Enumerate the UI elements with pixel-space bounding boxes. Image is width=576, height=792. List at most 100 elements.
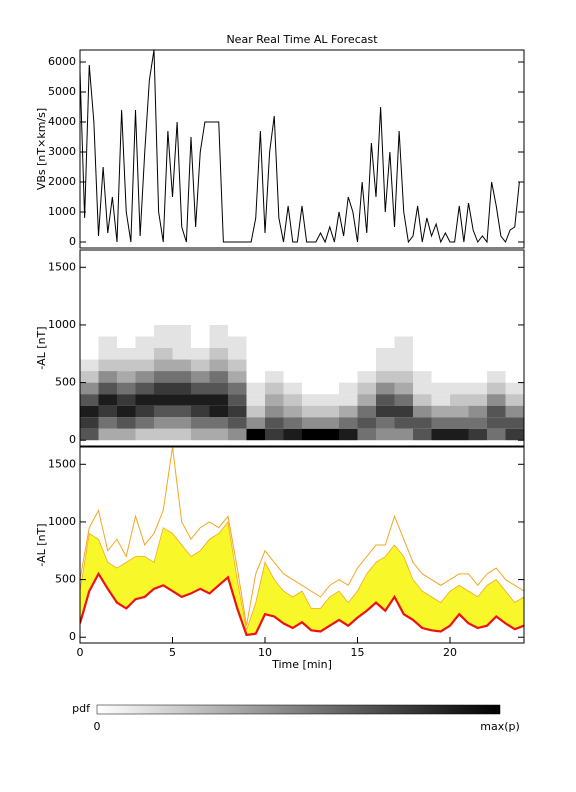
density-cell [191, 417, 210, 429]
density-cell [246, 394, 265, 406]
density-cell [468, 428, 487, 441]
density-cell [135, 301, 154, 314]
density-cell [246, 336, 265, 348]
density-cell [302, 359, 321, 372]
density-cell [505, 301, 524, 314]
density-cell [228, 394, 247, 406]
y-tick-label: 500 [55, 376, 76, 389]
density-cell [413, 359, 432, 372]
density-cell [357, 301, 376, 314]
density-cell [505, 359, 524, 372]
density-cell [376, 405, 395, 418]
density-cell [394, 324, 413, 337]
density-cell [450, 428, 469, 441]
density-cell [191, 405, 210, 418]
density-cell [135, 405, 154, 418]
x-tick-label: 20 [443, 646, 457, 659]
density-cell [135, 348, 154, 360]
y-tick-label: 2000 [48, 175, 76, 188]
density-cell [450, 324, 469, 337]
density-cell [394, 336, 413, 348]
density-cell [487, 405, 506, 418]
density-cell [172, 428, 191, 441]
density-cell [228, 382, 247, 395]
density-cell [228, 313, 247, 325]
density-cell [487, 359, 506, 372]
density-cell [265, 405, 284, 418]
density-cell [431, 405, 450, 418]
density-cell [209, 313, 228, 325]
density-cell [283, 382, 302, 395]
density-cell [246, 348, 265, 360]
density-cell [302, 301, 321, 314]
y-tick-label: 0 [69, 630, 76, 643]
y-tick-label: 6000 [48, 55, 76, 68]
density-cell [98, 359, 117, 372]
y-axis-label: -AL [nT] [35, 326, 48, 369]
density-cell [505, 313, 524, 325]
x-tick-label: 15 [351, 646, 365, 659]
density-cell [450, 371, 469, 383]
density-cell [450, 382, 469, 395]
chart-title: Near Real Time AL Forecast [226, 33, 378, 46]
density-cell [394, 301, 413, 314]
y-axis-label: -AL [nT] [35, 523, 48, 566]
density-cell [302, 382, 321, 395]
density-cell [117, 324, 136, 337]
density-cell [283, 371, 302, 383]
density-cell [209, 324, 228, 337]
density-cell [172, 371, 191, 383]
density-cell [283, 324, 302, 337]
density-cell [413, 394, 432, 406]
density-cell [209, 428, 228, 441]
density-cell [357, 371, 376, 383]
density-cell [339, 382, 358, 395]
density-cell [431, 394, 450, 406]
density-cell [80, 313, 99, 325]
density-cell [394, 394, 413, 406]
density-cell [117, 348, 136, 360]
density-cell [228, 417, 247, 429]
density-cell [487, 428, 506, 441]
density-cell [135, 336, 154, 348]
series-line [80, 571, 524, 637]
density-cell [135, 313, 154, 325]
density-cell [246, 417, 265, 429]
density-cell [376, 336, 395, 348]
density-cell [283, 336, 302, 348]
density-cell [468, 371, 487, 383]
density-cell [191, 371, 210, 383]
density-cell [283, 348, 302, 360]
density-cell [191, 348, 210, 360]
density-cell [246, 428, 265, 441]
density-cell [431, 371, 450, 383]
density-cell [487, 394, 506, 406]
density-cell [376, 348, 395, 360]
density-cell [450, 405, 469, 418]
density-cell [246, 324, 265, 337]
density-cell [135, 371, 154, 383]
density-cell [209, 405, 228, 418]
density-cell [98, 405, 117, 418]
density-cell [191, 313, 210, 325]
y-tick-label: 1500 [48, 457, 76, 470]
density-cell [468, 313, 487, 325]
density-cell [191, 301, 210, 314]
density-cell [98, 394, 117, 406]
density-cell [357, 417, 376, 429]
density-cell [98, 301, 117, 314]
density-cell [431, 324, 450, 337]
density-cell [468, 359, 487, 372]
x-tick-label: 0 [77, 646, 84, 659]
density-cell [209, 336, 228, 348]
density-cell [283, 405, 302, 418]
density-cell [413, 324, 432, 337]
density-cell [154, 394, 173, 406]
density-cell [172, 313, 191, 325]
density-cell [80, 394, 99, 406]
density-cell [80, 428, 99, 441]
density-cell [376, 313, 395, 325]
density-cell [376, 394, 395, 406]
density-cell [209, 371, 228, 383]
